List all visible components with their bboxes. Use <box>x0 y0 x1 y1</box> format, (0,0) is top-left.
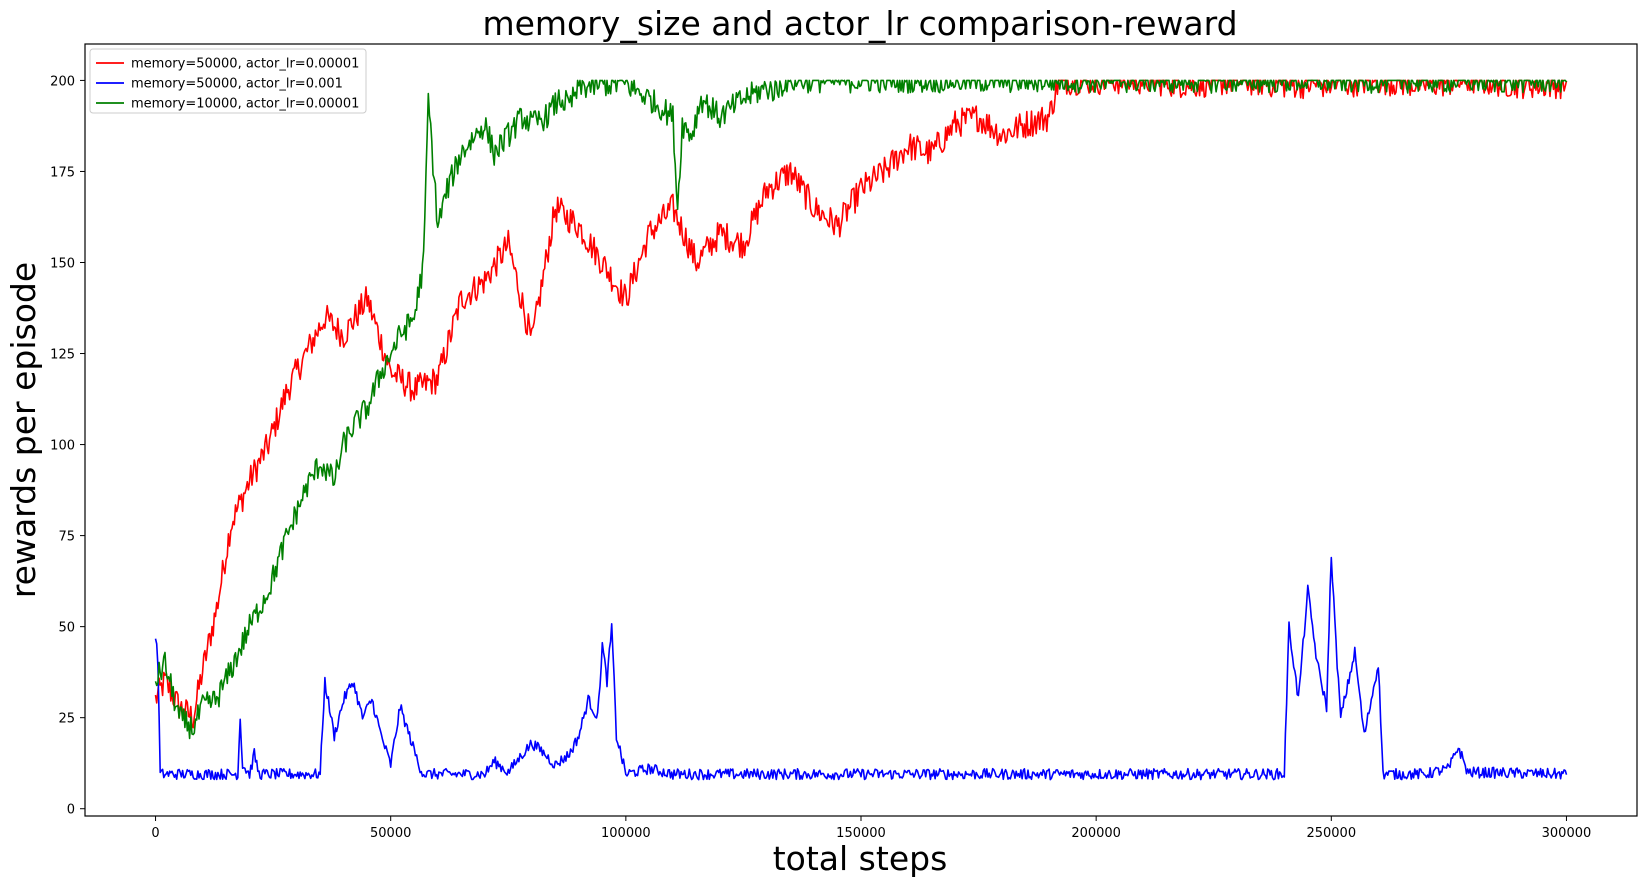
series-line-0 <box>154 79 1568 729</box>
y-tick-label: 150 <box>50 256 75 271</box>
y-axis: 0 25 50 75 100 125 150 175 200 <box>50 74 85 818</box>
y-tick-label: 175 <box>50 165 75 180</box>
y-tick-label: 75 <box>58 530 75 545</box>
legend-entry: memory=50000, actor_lr=0.00001 <box>131 57 359 72</box>
chart-title: memory_size and actor_lr comparison-rewa… <box>482 4 1237 43</box>
y-tick-label: 100 <box>50 439 75 454</box>
y-tick-label: 125 <box>50 348 75 363</box>
legend-entry: memory=50000, actor_lr=0.001 <box>131 77 343 92</box>
series-line-2 <box>154 79 1568 740</box>
plot-area <box>154 79 1568 781</box>
x-tick-label: 250000 <box>1306 826 1356 841</box>
y-tick-label: 200 <box>50 74 75 89</box>
y-axis-label: rewards per episode <box>4 262 43 598</box>
legend-entry: memory=10000, actor_lr=0.00001 <box>131 97 359 112</box>
y-tick-label: 50 <box>58 621 75 636</box>
x-tick-label: 0 <box>151 826 159 841</box>
y-tick-label: 25 <box>58 712 75 727</box>
y-tick-label: 0 <box>67 803 75 818</box>
legend-box <box>89 48 367 114</box>
legend: memory=50000, actor_lr=0.00001 memory=500… <box>89 48 367 114</box>
x-axis-label: total steps <box>773 839 948 878</box>
x-tick-label: 50000 <box>370 826 411 841</box>
x-tick-label: 300000 <box>1542 826 1592 841</box>
x-axis: 0 50000 100000 150000 200000 250000 300000 <box>151 816 1591 841</box>
x-tick-label: 150000 <box>836 826 886 841</box>
x-tick-label: 100000 <box>601 826 651 841</box>
series-line-1 <box>154 556 1568 781</box>
x-tick-label: 200000 <box>1071 826 1121 841</box>
